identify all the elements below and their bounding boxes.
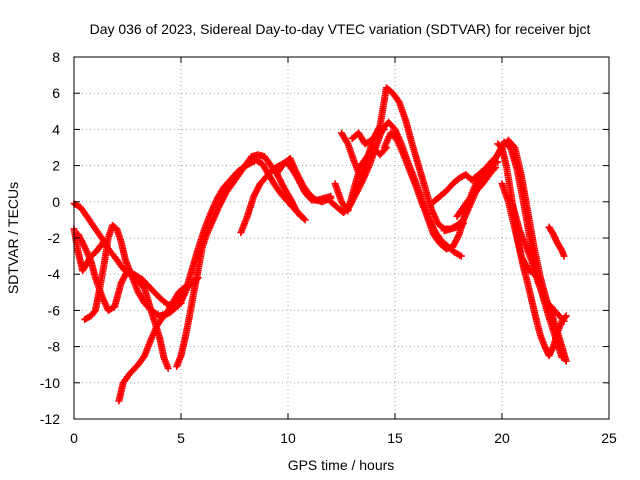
data-point <box>296 211 304 219</box>
y-axis-title: SDTVAR / TECUs <box>5 182 21 294</box>
data-point <box>381 145 389 153</box>
y-tick-label: -4 <box>48 266 61 282</box>
data-point <box>382 144 390 151</box>
data-point <box>301 216 309 224</box>
data-point <box>297 212 305 220</box>
data-point <box>559 316 567 324</box>
x-tick-labels: 0 5 10 15 20 25 <box>70 430 617 446</box>
data-point <box>380 125 388 133</box>
x-tick-label: 0 <box>70 430 78 446</box>
x-tick-label: 20 <box>494 430 510 446</box>
x-tick-label: 15 <box>387 430 403 446</box>
series-5 <box>115 299 185 405</box>
y-tick-label: -8 <box>48 339 61 355</box>
data-points <box>70 84 570 405</box>
y-tick-label: 0 <box>52 194 60 210</box>
data-point <box>560 252 568 260</box>
series-4 <box>81 221 194 323</box>
y-tick-label: 8 <box>52 49 60 65</box>
y-tick-label: -10 <box>40 375 60 391</box>
data-point <box>562 312 570 320</box>
y-tick-label: -6 <box>48 302 61 318</box>
x-tick-label: 10 <box>280 430 296 446</box>
axis-ticks <box>73 56 610 420</box>
data-point <box>164 364 172 372</box>
series-13 <box>331 144 390 215</box>
chart-title: Day 036 of 2023, Sidereal Day-to-day VTE… <box>90 21 591 37</box>
data-point <box>90 308 98 316</box>
series-21 <box>430 158 502 206</box>
series-14 <box>348 125 388 148</box>
data-point <box>99 239 107 247</box>
series-9 <box>273 154 335 206</box>
y-tick-label: -2 <box>48 230 61 246</box>
y-tick-labels: -12 -10 -8 -6 -4 -2 0 2 4 6 8 <box>40 49 60 427</box>
data-point <box>457 252 465 260</box>
y-tick-label: -12 <box>40 411 60 427</box>
grid <box>74 57 609 419</box>
x-tick-label: 5 <box>177 430 185 446</box>
y-tick-label: 4 <box>52 121 60 137</box>
x-tick-label: 25 <box>601 430 617 446</box>
series-19 <box>509 201 568 325</box>
y-tick-label: 6 <box>52 85 60 101</box>
x-axis-title: GPS time / hours <box>288 457 395 473</box>
data-point <box>562 357 570 365</box>
series-20 <box>545 223 568 260</box>
data-point <box>494 158 502 166</box>
data-point <box>560 317 568 325</box>
series-16 <box>453 163 500 220</box>
y-tick-label: 2 <box>52 158 60 174</box>
